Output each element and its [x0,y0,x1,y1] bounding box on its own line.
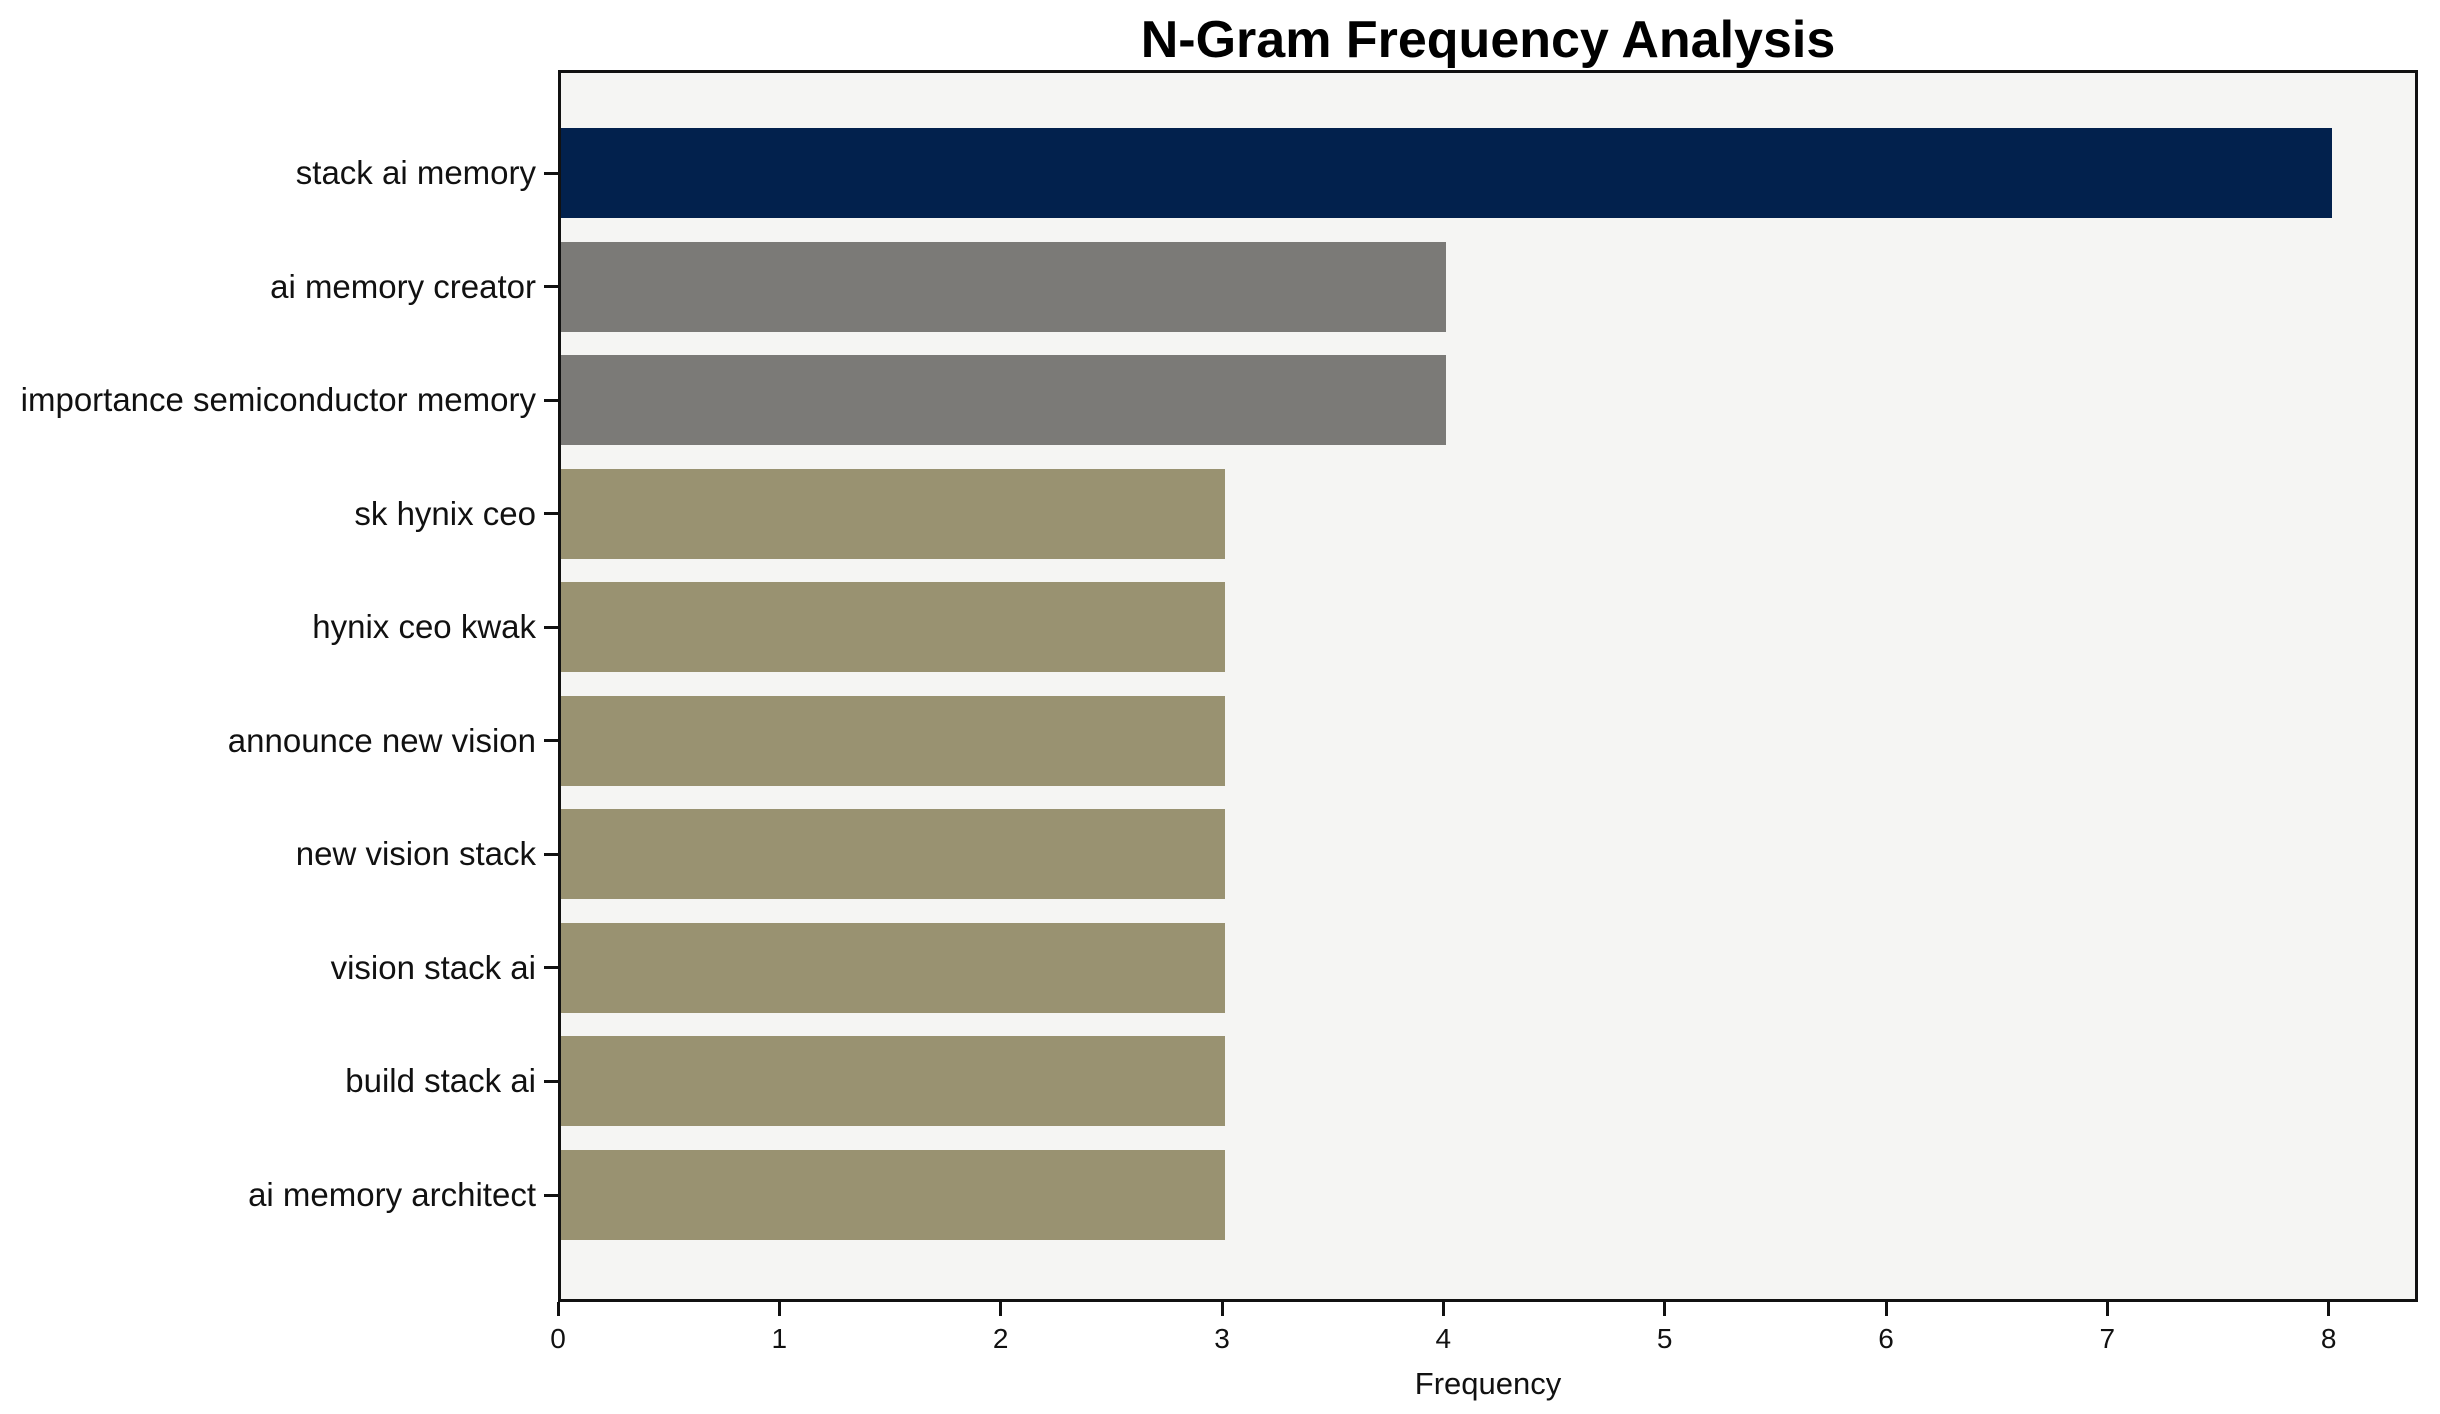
bar-vision-stack-ai [561,922,1225,1013]
x-tick-mark [1220,1302,1224,1316]
x-tick-label: 4 [1435,1323,1452,1354]
y-tick-mark [544,171,558,175]
x-tick-label: 6 [1878,1323,1894,1354]
y-tick-mark [544,1079,558,1083]
y-tick-label: build stack ai [345,1062,536,1100]
bar-new-vision-stack [561,809,1225,900]
x-tick-label: 8 [2320,1323,2337,1354]
y-tick-label: sk hynix ceo [354,494,536,532]
bar-hynix-ceo-kwak [561,582,1225,673]
chart-title: N-Gram Frequency Analysis [1140,11,1836,69]
y-tick-label: hynix ceo kwak [312,608,536,646]
x-tick-mark [777,1302,781,1316]
plot-area [558,70,2418,1302]
y-tick-label: new vision stack [295,835,536,873]
bar-ai-memory-architect [561,1150,1225,1240]
y-tick-label: stack ai memory [295,154,536,191]
bar-build-stack-ai [561,1036,1225,1127]
bar-importance-semiconductor-memory [561,355,1446,446]
x-tick-mark [1663,1302,1667,1316]
y-tick-label: ai memory architect [248,1176,536,1213]
x-tick-label: 1 [771,1323,788,1354]
y-tick-mark [544,852,558,856]
x-tick-label: 3 [1214,1323,1230,1354]
x-tick-mark [999,1302,1003,1316]
y-tick-label: announce new vision [227,721,536,759]
y-tick-mark [544,966,558,970]
x-axis-title: Frequency [1414,1366,1562,1401]
x-tick-label: 0 [550,1323,566,1354]
y-tick-mark [544,739,558,743]
y-tick-mark [544,285,558,289]
x-tick-label: 7 [2099,1323,2116,1354]
bar-ai-memory-creator [561,241,1446,332]
x-tick-mark [2327,1302,2331,1316]
y-tick-mark [544,625,558,629]
y-tick-label: importance semiconductor memory [20,381,536,419]
y-tick-mark [544,398,558,402]
x-tick-label: 5 [1656,1323,1673,1354]
x-tick-mark [1884,1302,1888,1316]
x-tick-label: 2 [992,1323,1009,1354]
y-tick-label: vision stack ai [330,948,536,986]
bar-announce-new-vision [561,695,1225,786]
x-tick-mark [556,1302,560,1316]
y-tick-mark [544,1193,558,1197]
y-tick-mark [544,512,558,516]
x-tick-mark [2105,1302,2109,1316]
x-tick-mark [1441,1302,1445,1316]
bar-stack-ai-memory [561,128,2332,218]
y-tick-label: ai memory creator [270,267,536,305]
bar-sk-hynix-ceo [561,468,1225,559]
